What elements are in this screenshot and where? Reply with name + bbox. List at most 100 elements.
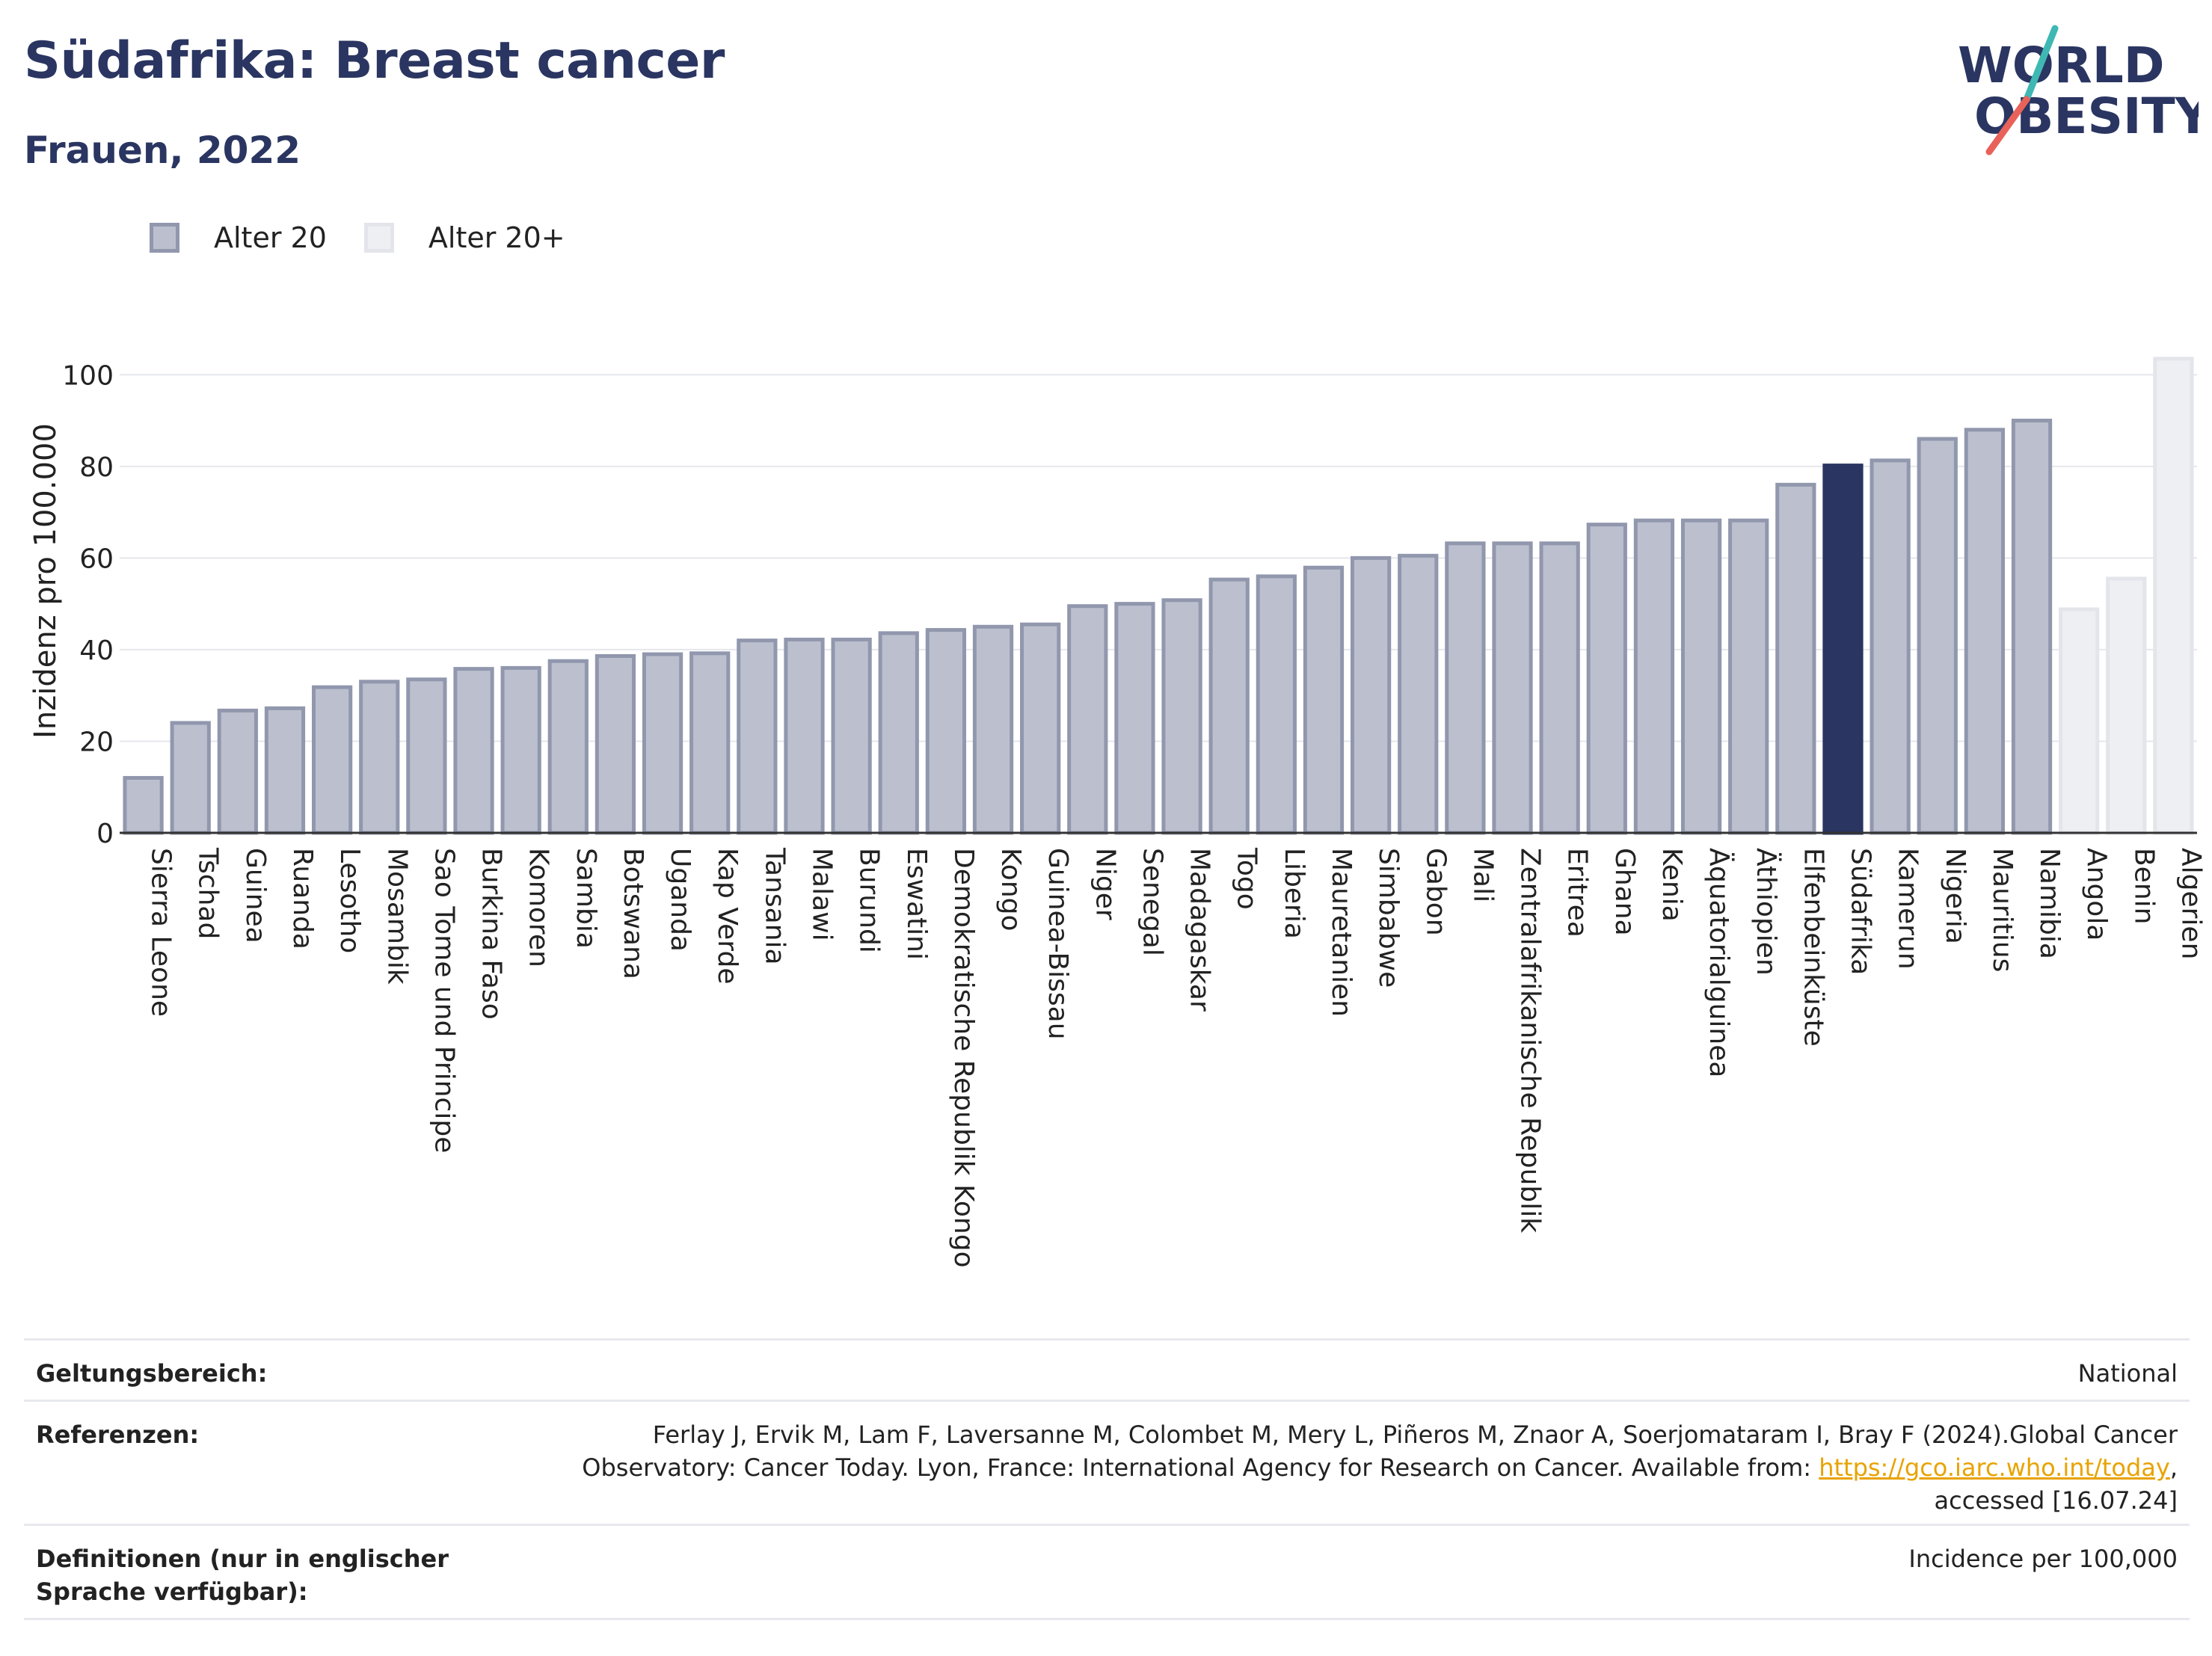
- meta-def-label: Definitionen (nur in englischer Sprache …: [36, 1545, 449, 1606]
- bar[interactable]: [1398, 553, 1439, 835]
- x-tick-label: Senegal: [1137, 848, 1167, 956]
- legend: Alter 20 Alter 20+: [150, 221, 603, 254]
- bar[interactable]: [1775, 482, 1816, 835]
- bar[interactable]: [123, 775, 164, 835]
- bar[interactable]: [972, 624, 1014, 835]
- logo-text-world: WORLD: [1958, 37, 2165, 94]
- x-tick-label: Ghana: [1609, 848, 1640, 936]
- bar[interactable]: [1020, 622, 1061, 835]
- chart-title: Südafrika: Breast cancer: [24, 31, 725, 90]
- bar[interactable]: [1067, 604, 1108, 835]
- bar[interactable]: [1917, 437, 1958, 835]
- meta-ref-text-2: , accessed [16.07.24]: [1934, 1453, 2178, 1515]
- bar[interactable]: [1350, 555, 1392, 835]
- bar[interactable]: [1256, 574, 1297, 835]
- x-tick-label: Eritrea: [1562, 848, 1593, 938]
- bar[interactable]: [1822, 464, 1864, 835]
- x-tick-label: Mosambik: [381, 848, 412, 985]
- bar[interactable]: [1303, 565, 1345, 835]
- x-tick-label: Simbabwe: [1373, 848, 1404, 988]
- x-tick-label: Benin: [2128, 848, 2159, 924]
- x-tick-label: Namibia: [2034, 848, 2065, 959]
- bar[interactable]: [2106, 576, 2147, 835]
- x-tick-label: Mauritius: [1987, 848, 2018, 972]
- y-axis-title: Inzidenz pro 100.000: [28, 423, 63, 739]
- bar[interactable]: [311, 685, 353, 835]
- x-tick-label: Lesotho: [334, 848, 365, 953]
- bar[interactable]: [1492, 541, 1533, 835]
- bar[interactable]: [2011, 419, 2053, 835]
- x-tick-label: Guinea: [240, 848, 271, 944]
- bar[interactable]: [784, 637, 825, 835]
- legend-swatch-alter-20-plus: [363, 223, 394, 253]
- bar[interactable]: [1870, 458, 1911, 835]
- bar[interactable]: [1728, 518, 1769, 835]
- bar[interactable]: [878, 631, 919, 835]
- bar[interactable]: [2059, 607, 2100, 835]
- bar[interactable]: [1633, 518, 1675, 835]
- bar[interactable]: [170, 721, 211, 835]
- bar[interactable]: [1539, 541, 1580, 835]
- bar[interactable]: [2153, 357, 2194, 835]
- x-tick-label: Uganda: [665, 848, 695, 952]
- y-tick-label: 0: [96, 819, 114, 849]
- bar[interactable]: [1680, 518, 1722, 835]
- meta-bottom-rule: [24, 1618, 2190, 1620]
- meta-ref-label: Referenzen:: [36, 1420, 200, 1449]
- meta-scope-label: Geltungsbereich:: [36, 1359, 268, 1388]
- x-tick-label: Sambia: [571, 848, 601, 949]
- legend-swatch-alter-20: [150, 223, 179, 253]
- chart-subtitle: Frauen, 2022: [24, 129, 301, 172]
- x-tick-label: Burundi: [854, 848, 885, 953]
- legend-item-alter-20[interactable]: Alter 20: [150, 221, 327, 254]
- x-tick-label: Madagaskar: [1185, 848, 1215, 1012]
- bar[interactable]: [500, 665, 541, 835]
- bar[interactable]: [1586, 523, 1627, 835]
- x-tick-label: Kenia: [1656, 848, 1687, 922]
- x-tick-label: Mali: [1467, 848, 1498, 902]
- bar[interactable]: [1161, 598, 1202, 835]
- meta-ref-link[interactable]: https://gco.iarc.who.int/today: [1819, 1453, 2170, 1482]
- x-tick-label: Südafrika: [1845, 848, 1875, 975]
- bar[interactable]: [831, 637, 872, 835]
- y-tick-label: 20: [79, 727, 114, 757]
- x-tick-label: Kamerun: [1893, 848, 1923, 970]
- meta-def-value: Incidence per 100,000: [1908, 1545, 2178, 1573]
- x-tick-label: Sierra Leone: [146, 848, 176, 1017]
- x-tick-label: Mauretanien: [1326, 848, 1357, 1017]
- legend-item-alter-20-plus[interactable]: Alter 20+: [363, 221, 565, 254]
- bar[interactable]: [547, 659, 589, 835]
- x-tick-labels: Sierra Leone Tschad Guinea Ruanda Lesotho Mos…: [146, 847, 2207, 1268]
- x-tick-label: Niger: [1090, 848, 1120, 920]
- x-tick-label: Gabon: [1420, 848, 1451, 936]
- bar[interactable]: [689, 651, 731, 835]
- bar-chart: 0 20 40 60 80 100 Sierra Leone Tschad Guinea Rua…: [28, 357, 2207, 1268]
- logo-text-obesity: OBESITY: [1974, 87, 2199, 145]
- x-tick-label: Elfenbeinküste: [1798, 848, 1828, 1047]
- bar[interactable]: [453, 667, 494, 835]
- x-tick-label: Ruanda: [287, 848, 318, 949]
- bar[interactable]: [406, 677, 447, 835]
- y-tick-labels: 0 20 40 60 80 100: [62, 360, 114, 849]
- meta-ref-value: Ferlay J, Ervik M, Lam F, Laversanne M, …: [570, 1418, 2178, 1524]
- bar[interactable]: [1208, 577, 1250, 835]
- legend-label-alter-20-plus: Alter 20+: [428, 221, 565, 254]
- bar[interactable]: [264, 706, 306, 835]
- y-tick-label: 100: [62, 360, 114, 391]
- bar[interactable]: [595, 653, 636, 835]
- bar[interactable]: [1114, 602, 1155, 835]
- x-tick-label: Demokratische Republik Kongo: [948, 848, 979, 1268]
- x-tick-label: Äquatorialguinea: [1703, 848, 1735, 1077]
- bar[interactable]: [1964, 428, 2006, 835]
- x-tick-label: Malawi: [806, 848, 837, 941]
- bar[interactable]: [925, 628, 967, 835]
- bar[interactable]: [359, 680, 400, 835]
- bar[interactable]: [217, 708, 258, 835]
- bar[interactable]: [1445, 541, 1486, 835]
- logo-slash-red: [1985, 96, 2030, 156]
- bar[interactable]: [737, 638, 778, 835]
- x-tick-label: Sao Tome und Principe: [428, 848, 459, 1153]
- meta-row-references: Referenzen: Ferlay J, Ervik M, Lam F, La…: [24, 1400, 2190, 1524]
- bar[interactable]: [642, 652, 683, 835]
- y-tick-label: 60: [79, 544, 114, 574]
